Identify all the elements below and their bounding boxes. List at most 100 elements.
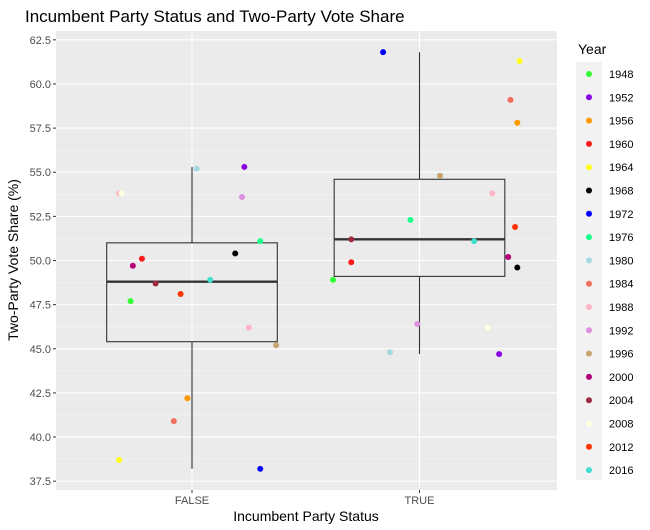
y-tick-label: 60.0 xyxy=(30,79,51,91)
legend-label-2004: 2004 xyxy=(609,395,633,407)
data-point-1996 xyxy=(436,172,443,179)
data-point-2004 xyxy=(348,236,355,243)
data-point-1976 xyxy=(257,238,264,245)
data-point-2004 xyxy=(152,280,159,287)
data-point-2012 xyxy=(512,223,519,230)
legend-key-1948 xyxy=(586,71,592,77)
legend-label-1956: 1956 xyxy=(609,116,633,128)
legend-key-2004 xyxy=(586,397,592,404)
data-point-1952 xyxy=(241,163,248,170)
data-point-2000 xyxy=(129,262,136,269)
legend-key-1980 xyxy=(586,257,592,264)
y-tick-label: 55.0 xyxy=(30,167,51,179)
box-false xyxy=(106,166,278,469)
legend-label-1992: 1992 xyxy=(609,325,633,337)
legend-key-1964 xyxy=(586,164,592,171)
legend-key-1988 xyxy=(586,304,592,310)
y-tick-label: 37.5 xyxy=(30,476,51,488)
x-tick-label: TRUE xyxy=(405,495,435,507)
legend-key-1972 xyxy=(586,210,592,217)
data-point-2016 xyxy=(471,238,478,245)
data-point-1948 xyxy=(127,298,134,305)
legend-label-1964: 1964 xyxy=(609,162,633,174)
legend-key-1984 xyxy=(586,280,592,287)
data-point-1952 xyxy=(496,351,503,358)
x-axis-ticks: FALSE TRUE xyxy=(175,490,435,507)
legend-entries: 1948 1952 1956 1960 1964 1968 1972 1976 1980 1984… xyxy=(586,69,633,477)
y-tick-label: 62.5 xyxy=(30,35,51,47)
data-point-2008 xyxy=(118,190,125,197)
data-point-2000 xyxy=(505,253,512,260)
data-point-1980 xyxy=(193,165,200,172)
legend-label-1968: 1968 xyxy=(609,186,633,198)
y-axis-title: Two-Party Vote Share (%) xyxy=(5,179,21,341)
data-point-1992 xyxy=(239,193,246,200)
y-tick-label: 42.5 xyxy=(30,388,51,400)
box-iqr xyxy=(106,242,278,343)
legend-label-2012: 2012 xyxy=(609,442,633,454)
data-point-1980 xyxy=(386,349,393,356)
y-tick-label: 50.0 xyxy=(30,256,51,268)
legend-key-1956 xyxy=(586,117,592,124)
legend-key-1996 xyxy=(586,350,592,357)
legend-label-1988: 1988 xyxy=(609,302,633,314)
legend-label-2000: 2000 xyxy=(609,372,633,384)
legend: Year 1948 1952 1956 1960 1964 1968 1972 1976 198… xyxy=(576,41,633,480)
data-point-2008 xyxy=(484,324,491,331)
legend-key-1952 xyxy=(586,94,592,101)
jitter-points xyxy=(116,49,523,472)
data-point-1964 xyxy=(516,58,523,65)
legend-key-1976 xyxy=(586,234,592,241)
legend-label-1972: 1972 xyxy=(609,209,633,221)
y-axis-ticks: 37.5 40.0 42.5 45.0 47.5 50.0 52.5 55.0 57.5 60.0… xyxy=(30,35,56,488)
box-iqr xyxy=(333,178,506,277)
y-tick-label: 45.0 xyxy=(30,344,51,356)
legend-key-1992 xyxy=(586,327,592,334)
legend-key-2016 xyxy=(586,467,592,474)
legend-label-1948: 1948 xyxy=(609,69,633,81)
data-point-1972 xyxy=(380,49,387,56)
legend-key-2012 xyxy=(586,443,592,450)
y-tick-label: 40.0 xyxy=(30,432,51,444)
chart-title: Incumbent Party Status and Two-Party Vot… xyxy=(25,7,405,26)
legend-label-1984: 1984 xyxy=(609,279,633,291)
data-point-1992 xyxy=(414,321,421,328)
legend-key-1968 xyxy=(586,187,592,194)
legend-label-1996: 1996 xyxy=(609,349,633,361)
legend-key-1960 xyxy=(586,140,592,147)
data-point-1972 xyxy=(257,465,264,472)
x-axis-title: Incumbent Party Status xyxy=(233,508,379,524)
major-gridlines xyxy=(56,31,557,490)
data-point-2012 xyxy=(177,291,184,298)
legend-label-1980: 1980 xyxy=(609,255,633,267)
data-point-1968 xyxy=(514,264,521,271)
x-tick-label: FALSE xyxy=(175,495,209,507)
data-point-1956 xyxy=(514,119,521,126)
data-point-1984 xyxy=(507,96,514,103)
minor-gridlines xyxy=(56,61,557,460)
legend-label-1960: 1960 xyxy=(609,139,633,151)
y-tick-label: 57.5 xyxy=(30,123,51,135)
legend-label-1952: 1952 xyxy=(609,92,633,104)
y-tick-label: 52.5 xyxy=(30,211,51,223)
data-point-1984 xyxy=(170,418,177,425)
data-point-2016 xyxy=(207,276,214,283)
data-point-1988 xyxy=(245,324,252,331)
y-tick-label: 47.5 xyxy=(30,300,51,312)
data-point-1960 xyxy=(348,259,355,266)
data-point-1948 xyxy=(330,276,337,283)
data-point-1968 xyxy=(232,250,239,257)
data-point-1956 xyxy=(184,395,191,402)
data-point-1960 xyxy=(138,255,145,262)
legend-key-2000 xyxy=(586,373,592,380)
legend-label-2008: 2008 xyxy=(609,419,633,431)
legend-label-1976: 1976 xyxy=(609,232,633,244)
data-point-1976 xyxy=(407,216,414,223)
data-point-1988 xyxy=(489,190,496,197)
data-point-1964 xyxy=(116,456,123,463)
legend-label-2016: 2016 xyxy=(609,465,633,477)
legend-key-background xyxy=(576,62,602,480)
data-point-1996 xyxy=(273,342,280,349)
legend-title: Year xyxy=(578,41,607,57)
